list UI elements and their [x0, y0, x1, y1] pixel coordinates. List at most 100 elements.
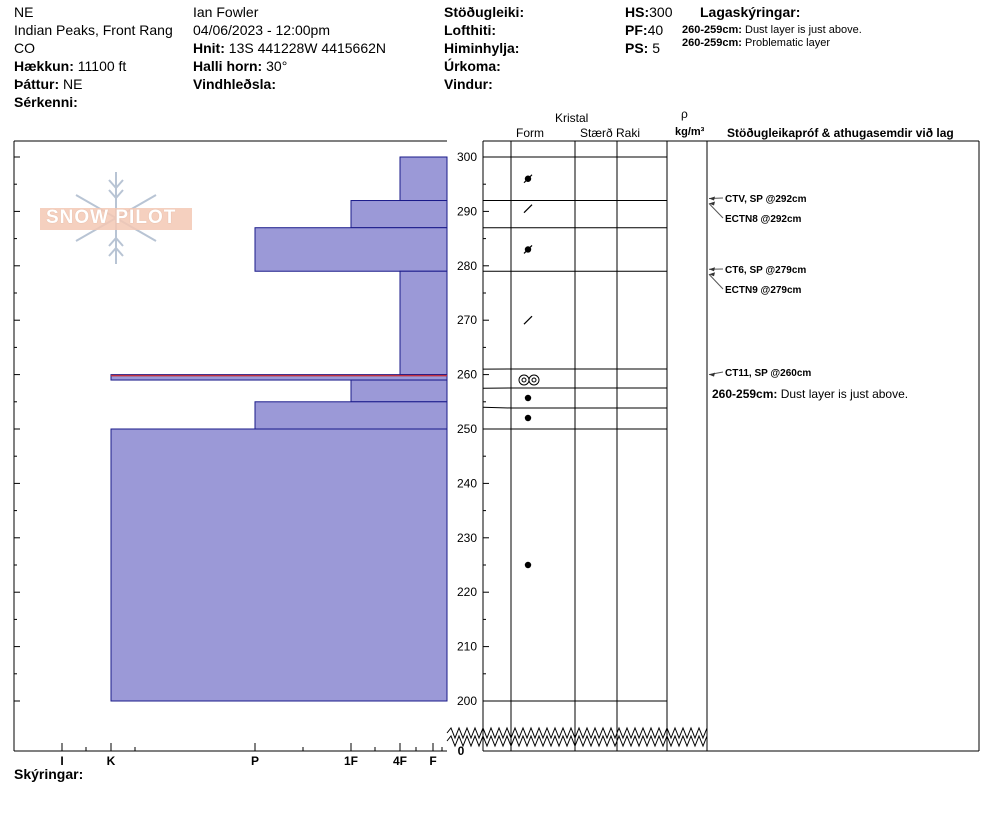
coords-value: 13S 441228W 4415662N [228, 40, 387, 56]
aspect-label: Þáttur: [14, 76, 60, 92]
logo-text: SNOW PILOT [46, 207, 177, 228]
axis-break-zigzag [446, 726, 708, 740]
elevation: Hækkun: 11100 ft [14, 58, 126, 75]
pf-label: PF: [625, 22, 648, 38]
grain-form-slash [523, 245, 533, 254]
grain-form-dot [524, 394, 532, 402]
height-zero-label: 0 [458, 744, 465, 758]
height-tick-label: 290 [457, 204, 477, 218]
height-tick-label: 250 [457, 422, 477, 436]
coordinates: Hnit: 13S 441228W 4415662N [193, 40, 386, 57]
stability-test-label: ECTN9 @279cm [725, 285, 802, 296]
ps-value: 5 [652, 40, 661, 56]
wind-loading-label: Vindhleðsla: [193, 76, 276, 92]
hardness-bar [350, 379, 448, 403]
elevation-label: Hækkun: [14, 58, 74, 74]
stability-test-label: CT11, SP @260cm [725, 368, 811, 379]
sky-label: Himinhylja: [444, 40, 520, 56]
stability-test-label: CTV, SP @292cm [725, 194, 807, 205]
height-tick-label: 300 [457, 150, 477, 164]
form-header: Form [516, 126, 544, 140]
test-pointer-line [708, 273, 724, 290]
layer-comment-range: 260-259cm: [712, 387, 781, 401]
size-header: Stærð [580, 126, 613, 140]
slope-label: Halli horn: [193, 58, 263, 74]
hardness-tick-label: K [107, 754, 116, 768]
comments-label: Skýringar: [14, 766, 84, 782]
test-pointer-arrow [709, 201, 715, 206]
grain-form-ring [528, 374, 540, 386]
test-pointer-arrow [709, 372, 715, 377]
density-unit-header: kg/m³ [675, 126, 705, 138]
slope: Halli horn: 30° [193, 58, 287, 75]
grain-form-dot [524, 561, 532, 569]
hs-label: HS: [625, 4, 650, 20]
layer-notes-label: Lagaskýringar: [700, 4, 801, 20]
stability-test-label: ECTN8 @292cm [725, 214, 802, 225]
grain-form-ring [518, 374, 530, 386]
test-pointer-arrow [709, 267, 715, 272]
height-tick-label: 220 [457, 585, 477, 599]
coords-label: Hnit: [193, 40, 225, 56]
hardness-bar [399, 270, 448, 376]
observer: Ian Fowler [193, 4, 259, 20]
grain-form-slash [523, 315, 533, 325]
height-tick-label: 210 [457, 640, 477, 654]
grain-form-dot [524, 414, 532, 422]
grain-form-slash [523, 174, 533, 184]
layer-comment: 260-259cm: Dust layer is just above. [712, 387, 908, 401]
wind-label: Vindur: [444, 76, 493, 92]
state: CO [14, 40, 35, 56]
layer-note-text: Dust layer is just above. [745, 24, 862, 36]
kristal-header: Kristal [555, 111, 589, 125]
hs-value: 300 [649, 4, 673, 20]
hardness-tick-label: P [251, 754, 259, 768]
grain-form-ring [521, 377, 527, 383]
tests-header: Stöðugleikapróf & athugasemdir við lag [727, 126, 954, 140]
layer-comment-text: Dust layer is just above. [781, 387, 908, 401]
hardness-tick-label: I [60, 754, 63, 768]
pf-field: PF:40 [625, 22, 663, 39]
hardness-tick-label: 4F [393, 754, 407, 768]
layer-note-text: Problematic layer [745, 37, 830, 49]
moisture-header: Raki [616, 126, 641, 140]
location: Indian Peaks, Front Rang [14, 22, 173, 38]
height-tick-label: 260 [457, 368, 477, 382]
layer-note-range: 260-259cm: [682, 24, 742, 36]
height-tick-label: 230 [457, 531, 477, 545]
hardness-bar [110, 428, 448, 702]
aspect-title: NE [14, 4, 34, 20]
hardness-tick-label: F [429, 754, 436, 768]
datetime: 04/06/2023 - 12:00pm [193, 22, 330, 38]
hardness-bar [110, 374, 448, 381]
hs-field: HS:300 [625, 4, 672, 21]
height-tick-label: 240 [457, 476, 477, 490]
test-pointer-line [708, 203, 724, 219]
stability-test-label: CT6, SP @279cm [725, 265, 806, 276]
snowpilot-logo: SNOW PILOT [36, 170, 196, 270]
grain-form-ring [531, 377, 537, 383]
grain-form-slash [523, 204, 533, 214]
test-pointer-arrow [709, 272, 715, 277]
features-label: Sérkenni: [14, 94, 78, 110]
layer-note: 260-259cm: Dust layer is just above. [682, 24, 862, 37]
hardness-bar [254, 401, 448, 430]
aspect-value: NE [63, 76, 83, 92]
height-tick-label: 200 [457, 694, 477, 708]
hardness-bar [399, 156, 448, 202]
layer-note: 260-259cm: Problematic layer [682, 37, 830, 50]
ps-label: PS: [625, 40, 649, 56]
aspect-field: Þáttur: NE [14, 76, 82, 93]
test-pointer-arrow [709, 196, 715, 201]
elevation-value: 11100 ft [77, 58, 127, 74]
stability-label: Stöðugleiki: [444, 4, 525, 20]
slope-value: 30° [266, 58, 288, 74]
hardness-bar [254, 227, 448, 272]
layer-connector [482, 406, 512, 409]
height-tick-label: 270 [457, 313, 477, 327]
hardness-bar [350, 200, 448, 229]
precip-label: Úrkoma: [444, 58, 501, 74]
air-temp-label: Lofthiti: [444, 22, 497, 38]
rho-header: ρ [681, 107, 688, 121]
